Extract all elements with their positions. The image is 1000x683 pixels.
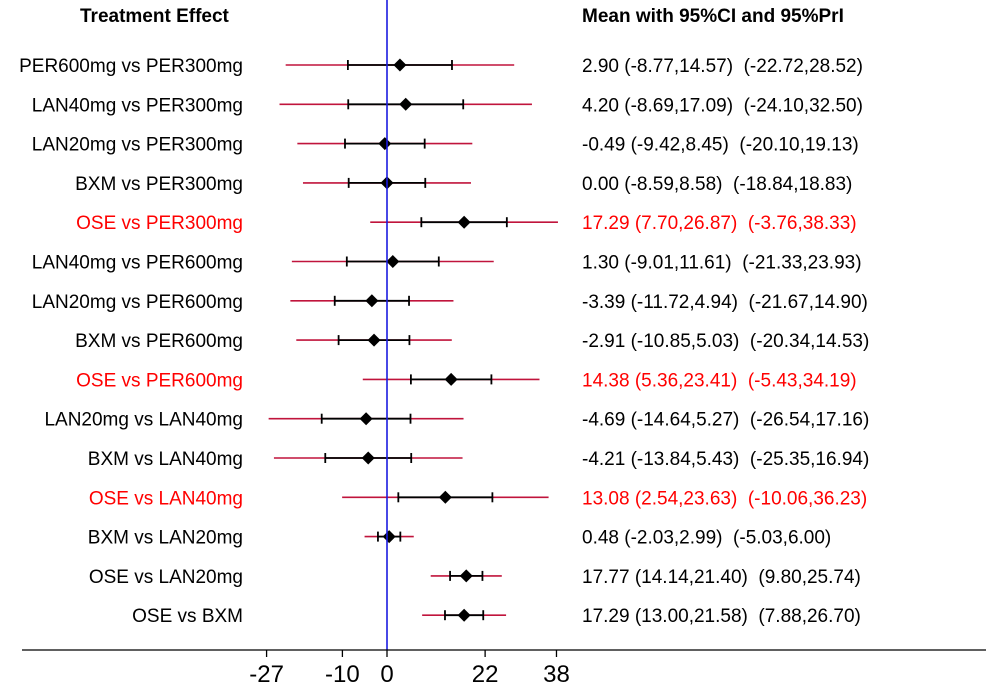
row-label: OSE vs BXM (132, 606, 243, 627)
row-estimate-text: 2.90 (-8.77,14.57) (-22.72,28.52) (582, 56, 863, 77)
mean-diamond-marker (444, 372, 458, 386)
forest-row: LAN40mg vs PER300mg 4.20 (-8.69,17.09) (-… (32, 95, 863, 116)
forest-row: OSE vs LAN40mg 13.08 (2.54,23.63) (-10.06… (89, 488, 867, 509)
row-label: BXM vs LAN20mg (88, 528, 243, 549)
x-tick-label: 38 (543, 661, 570, 683)
row-estimate-text: 17.29 (13.00,21.58) (7.88,26.70) (582, 606, 861, 627)
x-axis-ticks: -27 -10 0 22 38 (249, 650, 570, 683)
mean-diamond-marker (457, 608, 471, 622)
forest-row: OSE vs PER300mg 17.29 (7.70,26.87) (-3.76… (76, 213, 856, 234)
row-estimate-text: 17.77 (14.14,21.40) (9.80,25.74) (582, 567, 861, 588)
rows-layer: PER600mg vs PER300mg 2.90 (-8.77,14.57) (… (19, 56, 869, 627)
mean-diamond-marker (393, 58, 407, 72)
x-tick-label: 0 (380, 661, 393, 683)
mean-diamond-marker (365, 294, 379, 308)
mean-diamond-marker (457, 215, 471, 229)
forest-row: LAN20mg vs PER600mg -3.39 (-11.72,4.94) (… (32, 292, 868, 313)
row-label: LAN20mg vs LAN40mg (44, 410, 243, 431)
mean-diamond-marker (378, 137, 392, 151)
forest-row: OSE vs BXM 17.29 (13.00,21.58) (7.88,26.7… (132, 606, 861, 627)
row-label: PER600mg vs PER300mg (19, 56, 243, 77)
row-estimate-text: -3.39 (-11.72,4.94) (-21.67,14.90) (582, 292, 868, 313)
mean-diamond-marker (382, 530, 396, 544)
row-estimate-text: -4.69 (-14.64,5.27) (-26.54,17.16) (582, 410, 869, 431)
mean-diamond-marker (359, 412, 373, 426)
forest-row: OSE vs PER600mg 14.38 (5.36,23.41) (-5.43… (76, 370, 856, 391)
row-label: OSE vs LAN40mg (89, 488, 243, 509)
mean-diamond-marker (367, 333, 381, 347)
row-estimate-text: 14.38 (5.36,23.41) (-5.43,34.19) (582, 370, 857, 391)
row-label: BXM vs PER300mg (75, 174, 243, 195)
header-mean-ci-pri: Mean with 95%CI and 95%PrI (582, 6, 844, 27)
header-treatment-effect: Treatment Effect (80, 6, 230, 27)
mean-diamond-marker (459, 569, 473, 583)
row-estimate-text: 17.29 (7.70,26.87) (-3.76,38.33) (582, 213, 857, 234)
mean-diamond-marker (399, 97, 413, 111)
forest-row: LAN20mg vs LAN40mg -4.69 (-14.64,5.27) (-… (44, 410, 869, 431)
row-label: OSE vs PER300mg (76, 213, 243, 234)
x-tick-label: -10 (325, 661, 360, 683)
row-estimate-text: 0.00 (-8.59,8.58) (-18.84,18.83) (582, 174, 852, 195)
row-estimate-text: 1.30 (-9.01,11.61) (-21.33,23.93) (582, 253, 862, 274)
row-label: LAN40mg vs PER300mg (32, 95, 243, 116)
row-estimate-text: 13.08 (2.54,23.63) (-10.06,36.23) (582, 488, 867, 509)
row-estimate-text: -0.49 (-9.42,8.45) (-20.10,19.13) (582, 135, 859, 156)
forest-row: PER600mg vs PER300mg 2.90 (-8.77,14.57) (… (19, 56, 863, 77)
row-estimate-text: -2.91 (-10.85,5.03) (-20.34,14.53) (582, 331, 869, 352)
forest-row: BXM vs LAN20mg 0.48 (-2.03,2.99) (-5.03,6… (88, 528, 832, 549)
row-estimate-text: -4.21 (-13.84,5.43) (-25.35,16.94) (582, 449, 869, 470)
x-tick-label: -27 (249, 661, 284, 683)
mean-diamond-marker (438, 490, 452, 504)
row-label: BXM vs PER600mg (75, 331, 243, 352)
row-label: LAN20mg vs PER300mg (32, 135, 243, 156)
row-label: LAN40mg vs PER600mg (32, 253, 243, 274)
mean-diamond-marker (386, 255, 400, 268)
forest-row: BXM vs LAN40mg -4.21 (-13.84,5.43) (-25.3… (88, 449, 870, 470)
row-label: OSE vs PER600mg (76, 370, 243, 391)
row-estimate-text: 0.48 (-2.03,2.99) (-5.03,6.00) (582, 528, 831, 549)
forest-row: BXM vs PER300mg 0.00 (-8.59,8.58) (-18.84… (75, 174, 852, 195)
mean-diamond-marker (361, 451, 375, 465)
forest-row: LAN20mg vs PER300mg -0.49 (-9.42,8.45) (-… (32, 135, 859, 156)
x-tick-label: 22 (472, 661, 499, 683)
row-estimate-text: 4.20 (-8.69,17.09) (-24.10,32.50) (582, 95, 863, 116)
forest-row: BXM vs PER600mg -2.91 (-10.85,5.03) (-20.… (75, 331, 869, 352)
row-label: OSE vs LAN20mg (89, 567, 243, 588)
row-label: BXM vs LAN40mg (88, 449, 243, 470)
forest-row: LAN40mg vs PER600mg 1.30 (-9.01,11.61) (-… (32, 253, 862, 274)
forest-row: OSE vs LAN20mg 17.77 (14.14,21.40) (9.80,… (89, 567, 861, 588)
row-label: LAN20mg vs PER600mg (32, 292, 243, 313)
